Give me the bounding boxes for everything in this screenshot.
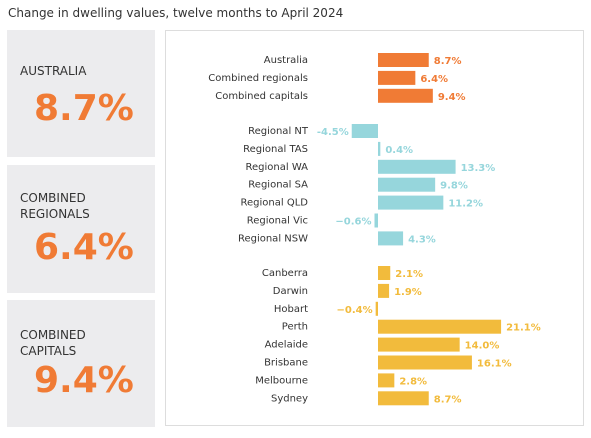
bar bbox=[378, 266, 391, 280]
category-label: Perth bbox=[282, 322, 308, 333]
panel: COMBINED CAPITALS 9.4% bbox=[7, 300, 155, 427]
value-label: 2.1% bbox=[395, 269, 423, 280]
category-label: Canberra bbox=[262, 268, 308, 279]
panel: COMBINED REGIONALS 6.4% bbox=[7, 165, 155, 293]
value-label: 13.3% bbox=[461, 163, 496, 174]
bar bbox=[374, 213, 378, 228]
bar bbox=[378, 141, 381, 156]
bar bbox=[378, 70, 416, 85]
category-label: Regional NSW bbox=[238, 233, 308, 244]
category-label: Darwin bbox=[273, 286, 308, 297]
panel-label: COMBINED REGIONALS bbox=[20, 191, 90, 221]
category-label: Melbourne bbox=[255, 375, 308, 386]
bar bbox=[378, 88, 433, 103]
panel-value: 9.4% bbox=[34, 360, 134, 401]
bar bbox=[378, 231, 404, 246]
bar bbox=[378, 177, 436, 192]
category-label: Adelaide bbox=[265, 340, 308, 351]
value-label: 1.9% bbox=[394, 287, 422, 298]
value-label: 11.2% bbox=[448, 199, 483, 210]
category-label: Brisbane bbox=[264, 358, 308, 369]
panel-label: COMBINED CAPITALS bbox=[20, 328, 86, 358]
chart-box bbox=[165, 30, 584, 426]
title: Change in dwelling values, twelve months… bbox=[8, 6, 344, 20]
category-label: Regional TAS bbox=[243, 144, 308, 155]
value-label: −0.6% bbox=[335, 217, 371, 228]
category-label: Hobart bbox=[274, 304, 308, 315]
category-label: Regional Vic bbox=[247, 216, 308, 227]
value-label: 9.4% bbox=[438, 92, 466, 103]
bar bbox=[378, 373, 395, 388]
value-label: 4.3% bbox=[408, 234, 436, 245]
bar bbox=[378, 355, 472, 370]
bar bbox=[351, 124, 378, 138]
category-label: Regional WA bbox=[246, 162, 309, 173]
bar bbox=[378, 195, 444, 210]
panel-value: 6.4% bbox=[34, 227, 134, 268]
value-label: 6.4% bbox=[420, 74, 448, 85]
panel-label: AUSTRALIA bbox=[20, 64, 87, 78]
bar bbox=[378, 53, 429, 67]
category-label: Regional SA bbox=[248, 180, 308, 191]
value-label: -4.5% bbox=[317, 127, 349, 138]
bar bbox=[378, 319, 502, 334]
panel-value: 8.7% bbox=[34, 88, 134, 129]
category-label: Combined capitals bbox=[215, 91, 308, 102]
value-label: 21.1% bbox=[506, 323, 541, 334]
value-label: 8.7% bbox=[434, 394, 462, 405]
category-label: Regional QLD bbox=[241, 198, 309, 209]
value-label: 8.7% bbox=[434, 56, 462, 67]
bar bbox=[378, 337, 460, 352]
value-label: 9.8% bbox=[440, 181, 468, 192]
panel: AUSTRALIA 8.7% bbox=[7, 30, 155, 157]
category-label: Sydney bbox=[271, 393, 308, 404]
bar bbox=[378, 283, 390, 298]
value-label: 0.4% bbox=[385, 145, 413, 156]
bar bbox=[378, 391, 429, 406]
category-label: Regional NT bbox=[248, 126, 309, 137]
category-label: Australia bbox=[264, 55, 308, 66]
value-label: −0.4% bbox=[337, 305, 373, 316]
bar bbox=[378, 159, 456, 174]
value-label: 2.8% bbox=[399, 376, 427, 387]
category-label: Combined regionals bbox=[208, 73, 308, 84]
value-label: 16.1% bbox=[477, 359, 512, 370]
bar bbox=[375, 301, 378, 316]
value-label: 14.0% bbox=[465, 341, 500, 352]
